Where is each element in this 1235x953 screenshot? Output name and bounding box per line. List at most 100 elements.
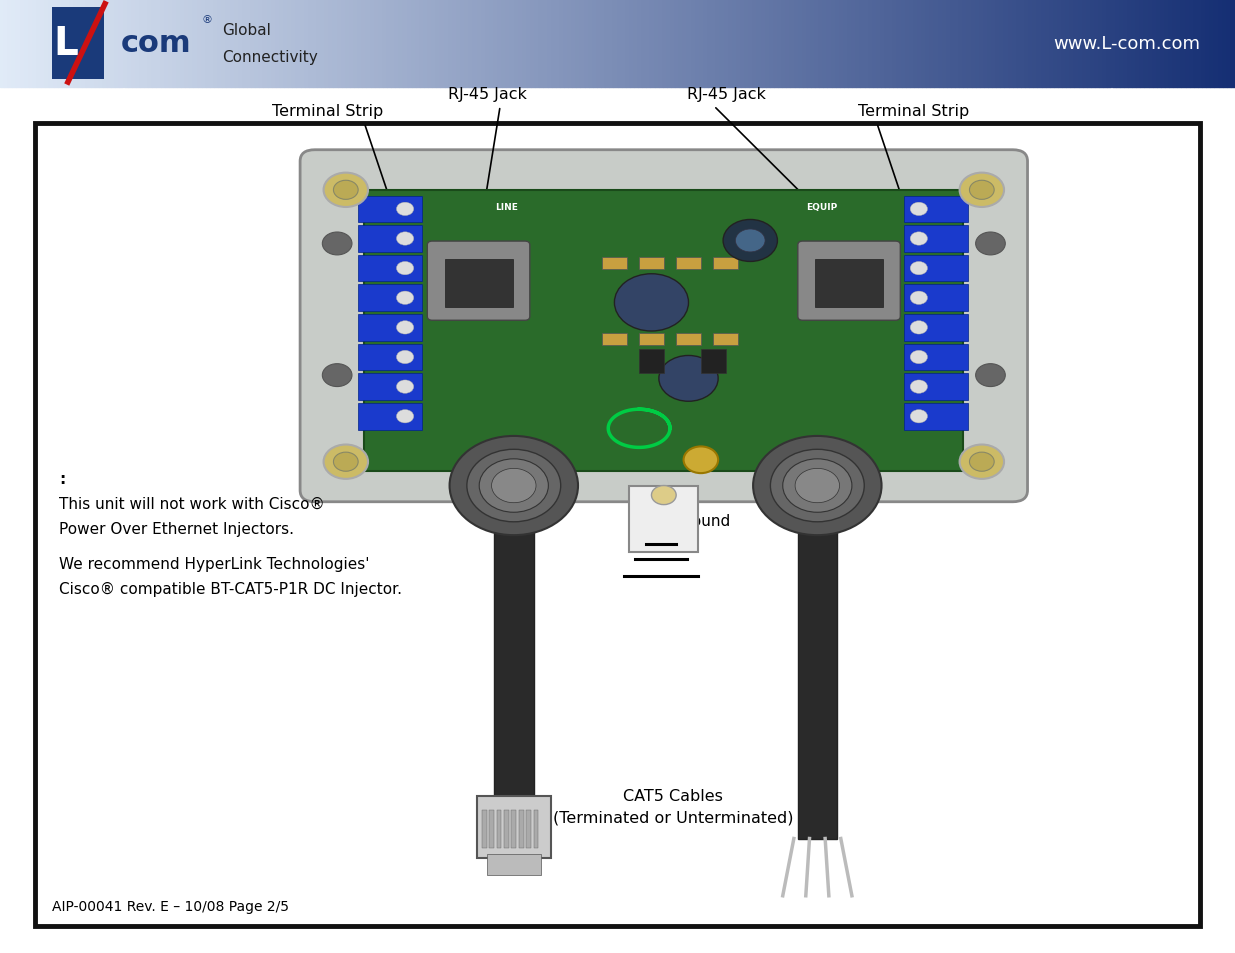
- Circle shape: [324, 445, 368, 479]
- Circle shape: [333, 453, 358, 472]
- Bar: [280, 0, 284, 88]
- Bar: [676, 0, 679, 88]
- Bar: [404, 0, 408, 88]
- Bar: [902, 0, 905, 88]
- Circle shape: [910, 321, 927, 335]
- Bar: [296, 0, 300, 88]
- Bar: [827, 0, 831, 88]
- Bar: [469, 0, 473, 88]
- Bar: [910, 0, 914, 88]
- Bar: [482, 810, 487, 848]
- Bar: [844, 0, 848, 88]
- Bar: [333, 0, 337, 88]
- FancyBboxPatch shape: [300, 151, 1028, 502]
- Bar: [881, 0, 885, 88]
- Bar: [272, 0, 275, 88]
- Bar: [904, 196, 968, 223]
- Bar: [824, 0, 827, 88]
- Circle shape: [396, 351, 414, 364]
- Bar: [898, 0, 902, 88]
- Bar: [543, 0, 547, 88]
- Bar: [482, 0, 485, 88]
- Bar: [577, 0, 580, 88]
- Circle shape: [735, 230, 764, 253]
- Bar: [383, 0, 387, 88]
- Bar: [309, 0, 312, 88]
- Bar: [1009, 0, 1013, 88]
- Bar: [603, 334, 626, 345]
- Bar: [436, 0, 441, 88]
- Bar: [152, 0, 157, 88]
- Bar: [626, 0, 630, 88]
- Bar: [638, 0, 642, 88]
- Circle shape: [652, 486, 677, 505]
- Bar: [1226, 0, 1231, 88]
- Text: Connectivity: Connectivity: [222, 50, 319, 65]
- Bar: [951, 0, 955, 88]
- Bar: [358, 374, 422, 400]
- Bar: [0, 0, 4, 88]
- Bar: [358, 344, 422, 371]
- Bar: [148, 0, 152, 88]
- Bar: [522, 0, 527, 88]
- Bar: [527, 0, 531, 88]
- Bar: [1046, 0, 1050, 88]
- Bar: [1231, 0, 1235, 88]
- Bar: [358, 226, 422, 253]
- Bar: [411, 0, 416, 88]
- Bar: [259, 0, 263, 88]
- Bar: [1062, 0, 1066, 88]
- Bar: [288, 0, 293, 88]
- Bar: [173, 0, 177, 88]
- Circle shape: [396, 203, 414, 216]
- Circle shape: [960, 445, 1004, 479]
- Bar: [1161, 0, 1165, 88]
- Bar: [321, 0, 325, 88]
- Bar: [640, 334, 664, 345]
- Bar: [692, 0, 695, 88]
- Bar: [979, 0, 984, 88]
- Circle shape: [722, 220, 777, 262]
- Bar: [642, 0, 646, 88]
- FancyBboxPatch shape: [477, 796, 551, 858]
- Bar: [231, 0, 235, 88]
- Bar: [904, 255, 968, 282]
- Bar: [559, 0, 564, 88]
- Bar: [831, 0, 836, 88]
- Circle shape: [969, 453, 994, 472]
- Bar: [189, 0, 194, 88]
- Circle shape: [910, 380, 927, 394]
- Bar: [774, 0, 778, 88]
- Bar: [251, 0, 256, 88]
- Bar: [1000, 0, 1004, 88]
- Circle shape: [910, 262, 927, 275]
- Bar: [1050, 0, 1053, 88]
- Bar: [1177, 0, 1182, 88]
- Bar: [201, 0, 206, 88]
- Text: Global: Global: [222, 23, 272, 38]
- Text: CAT5 Cables: CAT5 Cables: [624, 788, 722, 803]
- Bar: [65, 0, 70, 88]
- Bar: [700, 350, 726, 374]
- Bar: [947, 0, 951, 88]
- Text: :: :: [59, 471, 65, 486]
- Bar: [219, 0, 222, 88]
- Circle shape: [976, 233, 1005, 255]
- Bar: [391, 0, 395, 88]
- Bar: [1152, 0, 1157, 88]
- Bar: [243, 0, 247, 88]
- Bar: [840, 0, 844, 88]
- Bar: [478, 0, 482, 88]
- Bar: [275, 0, 280, 88]
- Bar: [967, 0, 972, 88]
- Text: AIP-00041 Rev. E – 10/08 Page 2/5: AIP-00041 Rev. E – 10/08 Page 2/5: [52, 899, 289, 913]
- Bar: [745, 0, 750, 88]
- Bar: [46, 0, 49, 88]
- Bar: [799, 0, 803, 88]
- Bar: [597, 0, 601, 88]
- Bar: [33, 0, 37, 88]
- Bar: [593, 0, 597, 88]
- Text: To Ground: To Ground: [653, 514, 730, 529]
- Bar: [1207, 0, 1210, 88]
- Bar: [226, 0, 231, 88]
